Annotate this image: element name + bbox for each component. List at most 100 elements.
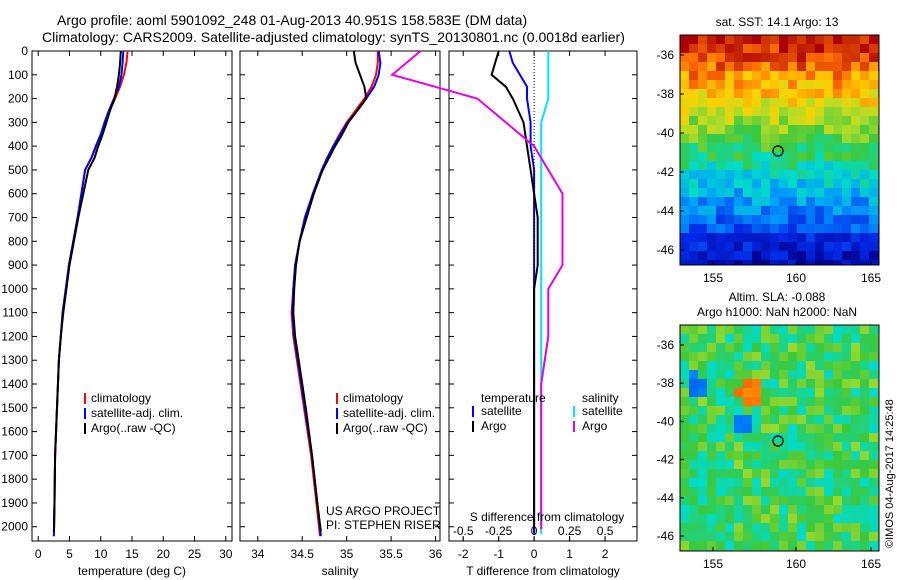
sla-cell (824, 469, 834, 479)
sla-cell (806, 379, 816, 389)
sla-cell (761, 397, 771, 407)
sla-cell (779, 478, 789, 488)
sst-cell (851, 143, 861, 153)
sla-cell (689, 388, 699, 398)
sla-cell (860, 532, 870, 542)
sst-cell (743, 71, 753, 81)
sst-cell (788, 125, 798, 135)
sla-cell (815, 478, 825, 488)
sla-cell (707, 451, 717, 461)
sla-cell (788, 379, 798, 389)
series-temperature-satellite (508, 50, 536, 534)
sst-cell (815, 71, 825, 81)
sla-cell (734, 370, 744, 380)
sla-cell (788, 406, 798, 416)
map-xtick-label: 160 (786, 557, 806, 571)
sst-cell (806, 53, 816, 63)
sla-cell (698, 397, 708, 407)
sst-cell (815, 116, 825, 126)
sla-cell (743, 424, 753, 434)
sla-cell (743, 415, 753, 425)
sla-cell (806, 352, 816, 362)
sla-cell (824, 334, 834, 344)
sst-cell (824, 179, 834, 189)
sla-cell (824, 352, 834, 362)
sst-cell (680, 134, 690, 144)
difference-panel: -2 -1 0 1 2 T difference from climatology -0.5… (390, 50, 638, 578)
sla-cell (689, 343, 699, 353)
sst-cell (716, 179, 726, 189)
sst-cell (716, 215, 726, 225)
difference-xtick-label: 0 (531, 547, 538, 561)
sst-cell (725, 260, 735, 265)
map-xtick-label: 155 (703, 557, 723, 571)
sst-cell (833, 134, 843, 144)
sst-cell (770, 125, 780, 135)
sst-cell (815, 98, 825, 108)
sst-cell (698, 260, 708, 265)
series-salinity-argo (390, 50, 564, 530)
sst-cell (734, 53, 744, 63)
sst-cell (734, 44, 744, 54)
sla-cell (689, 352, 699, 362)
sst-cell (842, 98, 852, 108)
sla-cell (689, 334, 699, 344)
sst-cell (761, 62, 771, 72)
sst-cell (689, 179, 699, 189)
sst-cell (779, 161, 789, 171)
sst-cell (689, 71, 699, 81)
sst-cell (770, 197, 780, 207)
sst-cell (842, 215, 852, 225)
sst-cell (734, 152, 744, 162)
sla-cell (734, 442, 744, 452)
sla-cell (779, 442, 789, 452)
sla-map: Altim. SLA: -0.088 Argo h1000: NaN h2000… (657, 290, 882, 571)
sla-cell (833, 460, 843, 470)
sla-cell (788, 352, 798, 362)
sla-cell (842, 343, 852, 353)
sla-cell (698, 460, 708, 470)
sst-cell (869, 80, 879, 90)
sst-cell (869, 242, 879, 252)
sst-cell (824, 170, 834, 180)
difference-xtick-label: -2 (458, 547, 469, 561)
sla-cell (779, 505, 789, 515)
sla-cell (734, 487, 744, 497)
sla-cell (734, 514, 744, 524)
sla-cell (797, 406, 807, 416)
sla-cell (698, 415, 708, 425)
sst-cell (752, 242, 762, 252)
sst-cell (851, 89, 861, 99)
sst-cell (707, 71, 717, 81)
sst-cell (770, 152, 780, 162)
sla-cell (743, 433, 753, 443)
sla-cell (707, 478, 717, 488)
sla-cell (860, 541, 870, 551)
title-line-2: Climatology: CARS2009. Satellite-adjuste… (42, 29, 625, 45)
sst-cell (743, 44, 753, 54)
sla-cell (698, 541, 708, 551)
sla-cell (725, 469, 735, 479)
sla-cell (824, 415, 834, 425)
sla-cell (761, 343, 771, 353)
sst-cell (815, 260, 825, 265)
sst-cell (797, 161, 807, 171)
sla-cell (761, 424, 771, 434)
sla-cell (680, 496, 690, 506)
sst-cell (860, 116, 870, 126)
sla-cell (689, 397, 699, 407)
sla-cell (806, 478, 816, 488)
series-satellite-adj-clim- (291, 50, 382, 537)
sla-cell (716, 388, 726, 398)
sst-cell (788, 260, 798, 265)
depth-tick-label: 1300 (1, 353, 28, 367)
sst-cell (734, 161, 744, 171)
sst-cell (752, 116, 762, 126)
sla-cell (779, 532, 789, 542)
sla-cell (707, 505, 717, 515)
sla-cell (698, 496, 708, 506)
sla-cell (761, 379, 771, 389)
sst-cell (860, 242, 870, 252)
map-ytick-label: -38 (657, 376, 675, 390)
